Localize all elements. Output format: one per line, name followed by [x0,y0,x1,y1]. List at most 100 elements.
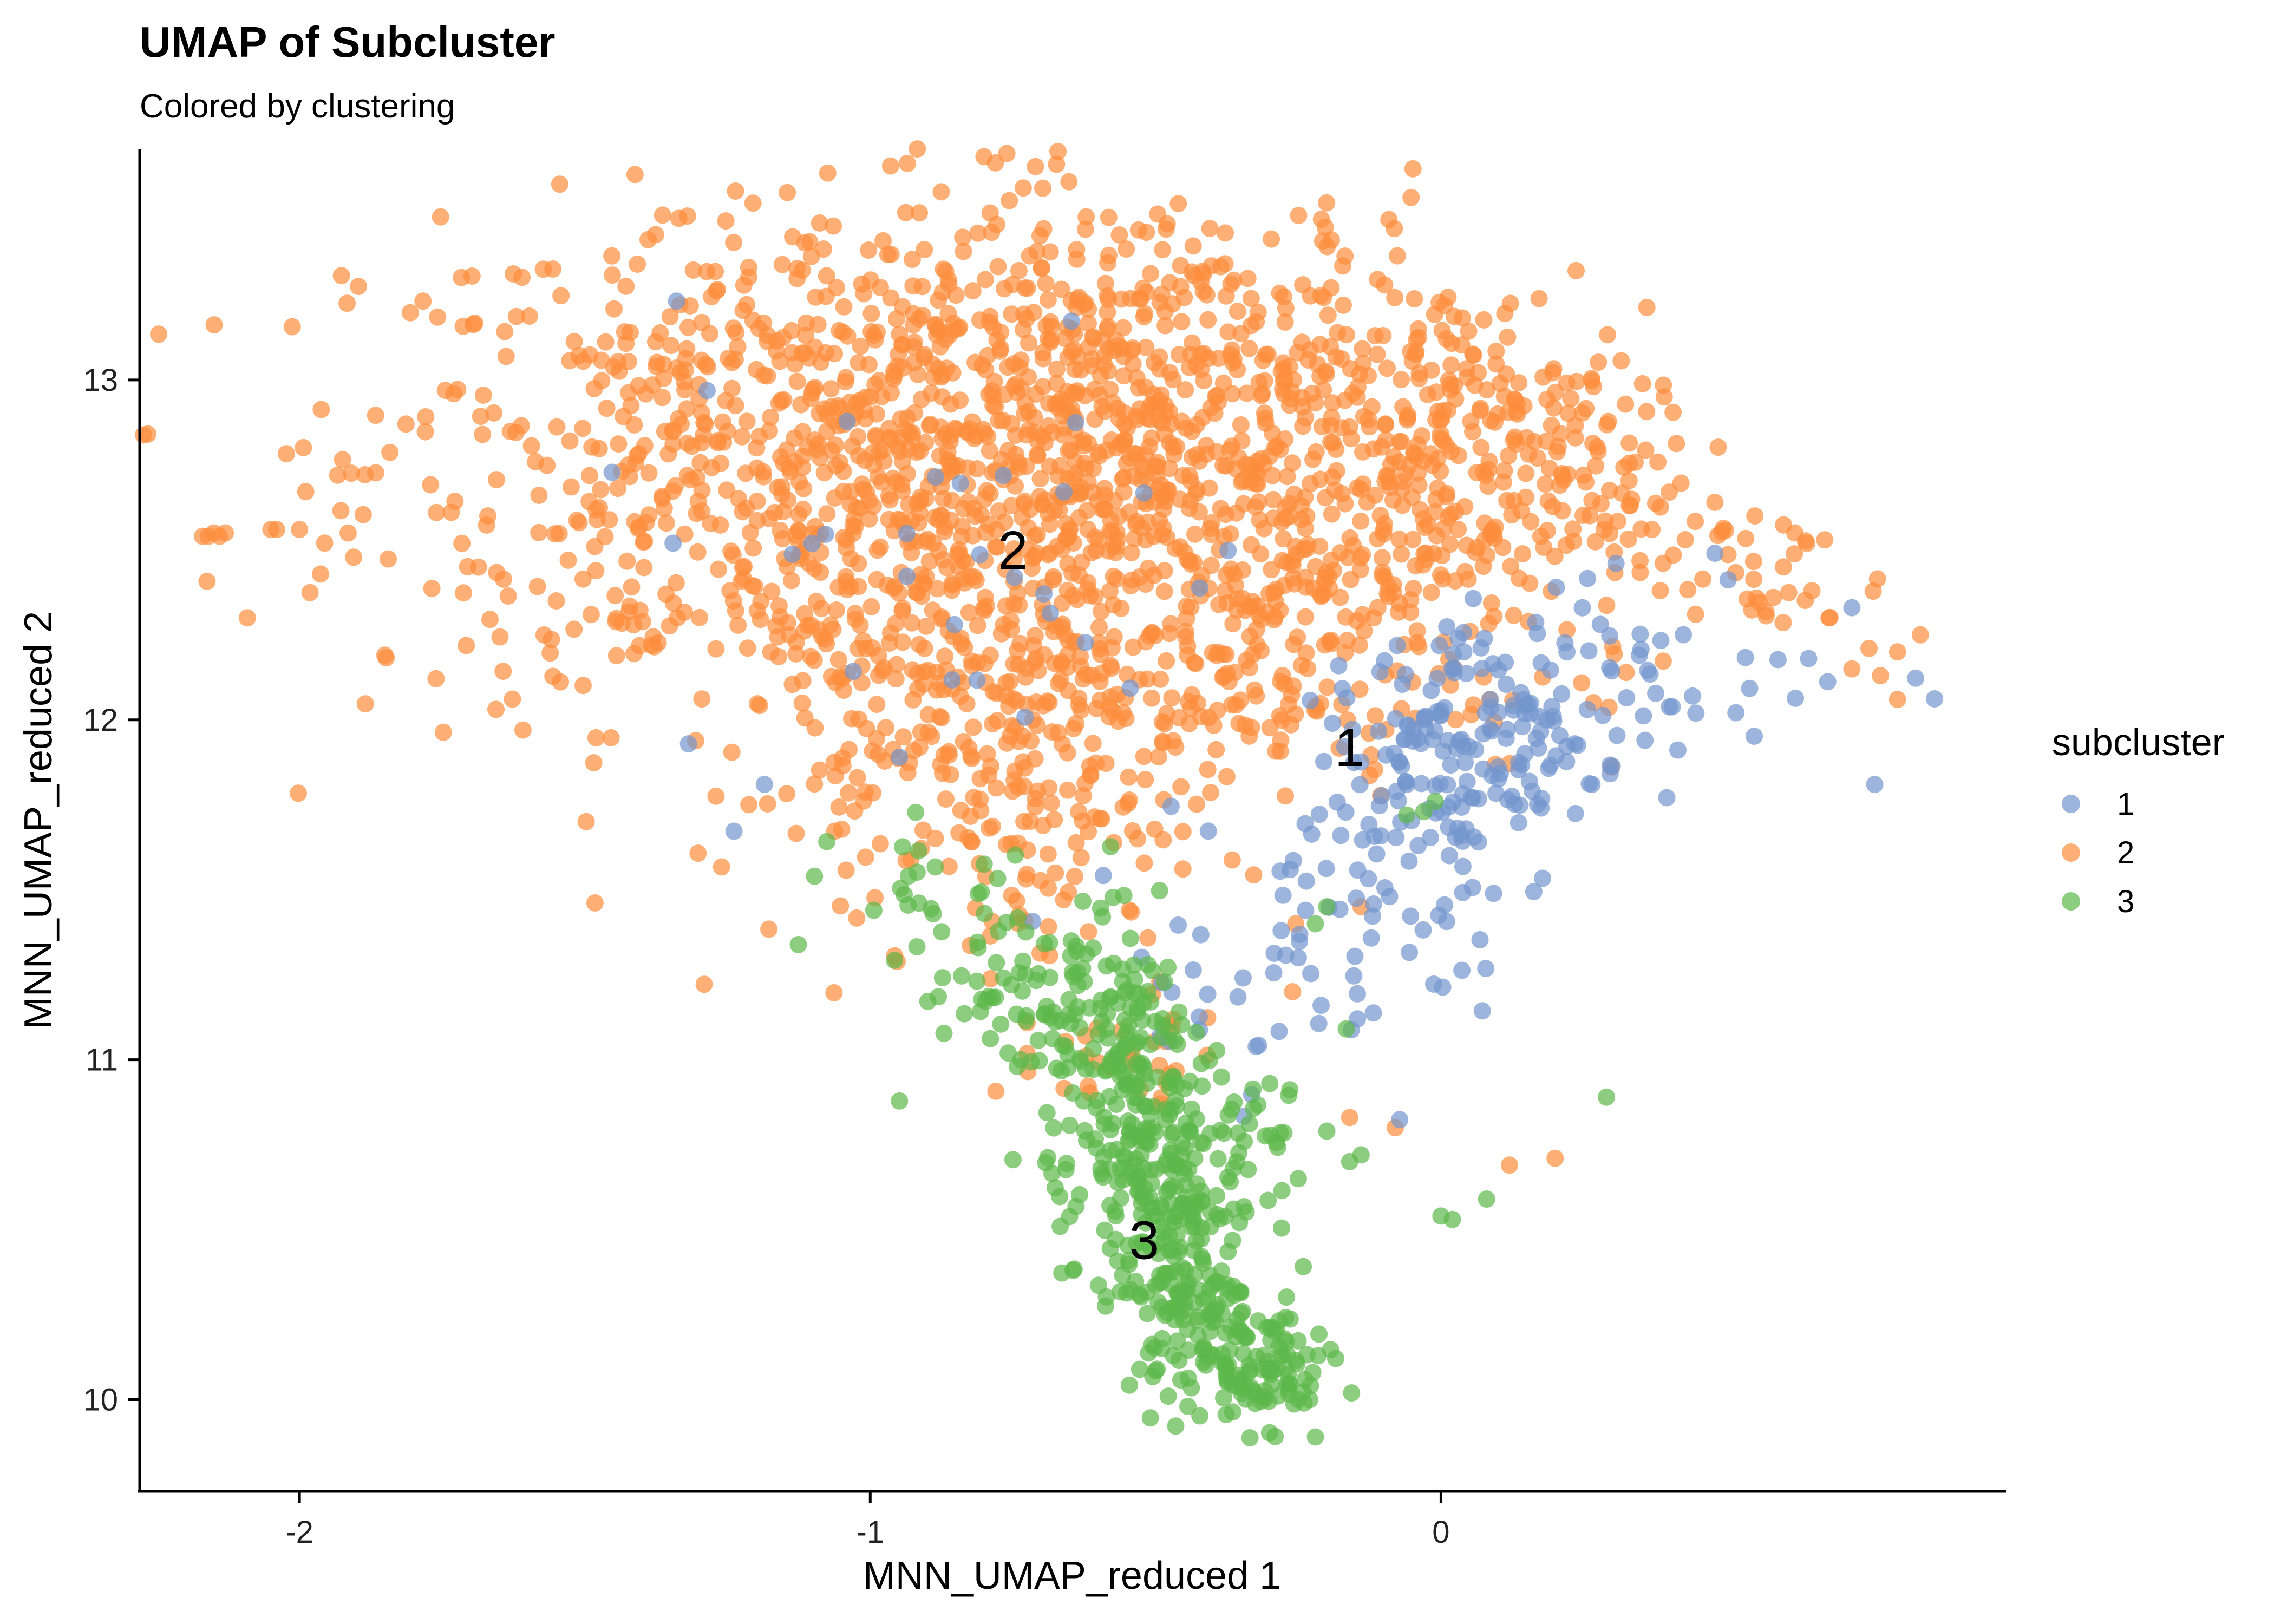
scatter-point [968,972,986,990]
scatter-point [530,523,548,541]
scatter-point [1191,579,1208,597]
scatter-point [904,316,922,334]
scatter-point [1370,722,1388,740]
scatter-point [1093,398,1111,416]
scatter-point [787,645,805,663]
scatter-point [1408,622,1426,640]
scatter-point [1315,289,1332,306]
scatter-point [960,604,978,621]
scatter-point [1221,525,1239,543]
scatter-point [945,615,963,633]
x-axis-ticks: -2 -1 0 [285,1491,1450,1550]
scatter-point [774,329,792,346]
scatter-point [666,477,684,495]
scatter-point [1401,944,1419,961]
scatter-point [1472,438,1490,456]
scatter-point [1746,507,1764,525]
scatter-point [1429,479,1447,497]
scatter-point [1396,665,1414,683]
scatter-point [527,453,544,470]
scatter-point [845,510,863,528]
scatter-point [1672,474,1690,492]
scatter-point [1417,707,1435,725]
scatter-point [990,411,1008,429]
scatter-point [1129,221,1147,239]
scatter-point [1422,829,1439,847]
scatter-point [574,420,592,437]
scatter-point [1044,568,1062,586]
scatter-point [1059,781,1076,799]
scatter-point [1388,637,1406,654]
scatter-point [1308,355,1326,373]
scatter-point [952,967,970,985]
scatter-point [1034,344,1052,362]
scatter-point [1341,418,1358,436]
scatter-point [1072,849,1090,867]
scatter-point [1187,1024,1205,1042]
scatter-point [1243,536,1260,554]
scatter-point [887,670,905,688]
scatter-point [551,175,568,193]
scatter-point [829,651,847,669]
scatter-point [1119,419,1136,436]
scatter-point [1402,188,1420,206]
scatter-point [1175,289,1193,306]
scatter-point [1117,710,1135,728]
scatter-point [725,822,743,840]
scatter-point [1590,353,1608,371]
scatter-point [1136,1065,1154,1083]
scatter-point [1467,543,1485,561]
scatter-point [783,545,801,563]
scatter-point [932,183,950,201]
scatter-point [446,493,464,510]
scatter-point [1428,670,1446,687]
scatter-point [1041,243,1059,261]
scatter-point [1139,1305,1156,1322]
scatter-point [541,644,559,662]
scatter-point [691,608,708,626]
scatter-point [1386,289,1404,306]
scatter-point [995,969,1012,987]
scatter-point [1070,803,1088,821]
scatter-point [723,743,741,761]
scatter-point [1245,1099,1263,1117]
scatter-point [1112,435,1129,453]
scatter-point [1341,1109,1358,1127]
scatter-point [1349,861,1367,879]
scatter-point [329,466,347,484]
scatter-point [603,247,621,265]
scatter-point [1156,715,1174,732]
scatter-point [1234,1345,1252,1363]
scatter-point [1380,587,1398,605]
scatter-point [1354,340,1371,358]
scatter-point [1015,813,1033,830]
scatter-point [1177,420,1195,437]
scatter-point [1658,789,1676,807]
scatter-point [655,356,672,374]
scatter-point [733,428,751,446]
scatter-point [332,267,350,285]
scatter-point [1694,570,1711,588]
scatter-point [743,577,761,594]
scatter-point [1185,654,1203,672]
cluster-label-3: 3 [1129,1210,1159,1271]
scatter-point [1274,886,1292,904]
scatter-point [332,502,350,520]
scatter-point [1455,643,1473,661]
scatter-point [291,521,309,539]
scatter-point [487,700,505,718]
scatter-point [1074,959,1092,977]
scatter-point [1103,639,1121,657]
scatter-point [1489,661,1507,679]
scatter-point [983,382,1001,400]
scatter-point [951,474,969,492]
scatter-point [1059,1006,1077,1024]
scatter-point [1558,621,1576,639]
scatter-point [1295,1258,1312,1275]
scatter-point [683,437,701,455]
scatter-point [930,988,948,1006]
scatter-point [1264,490,1282,508]
scatter-point [1219,323,1237,341]
scatter-point [1390,531,1408,548]
scatter-point [1166,1031,1184,1049]
